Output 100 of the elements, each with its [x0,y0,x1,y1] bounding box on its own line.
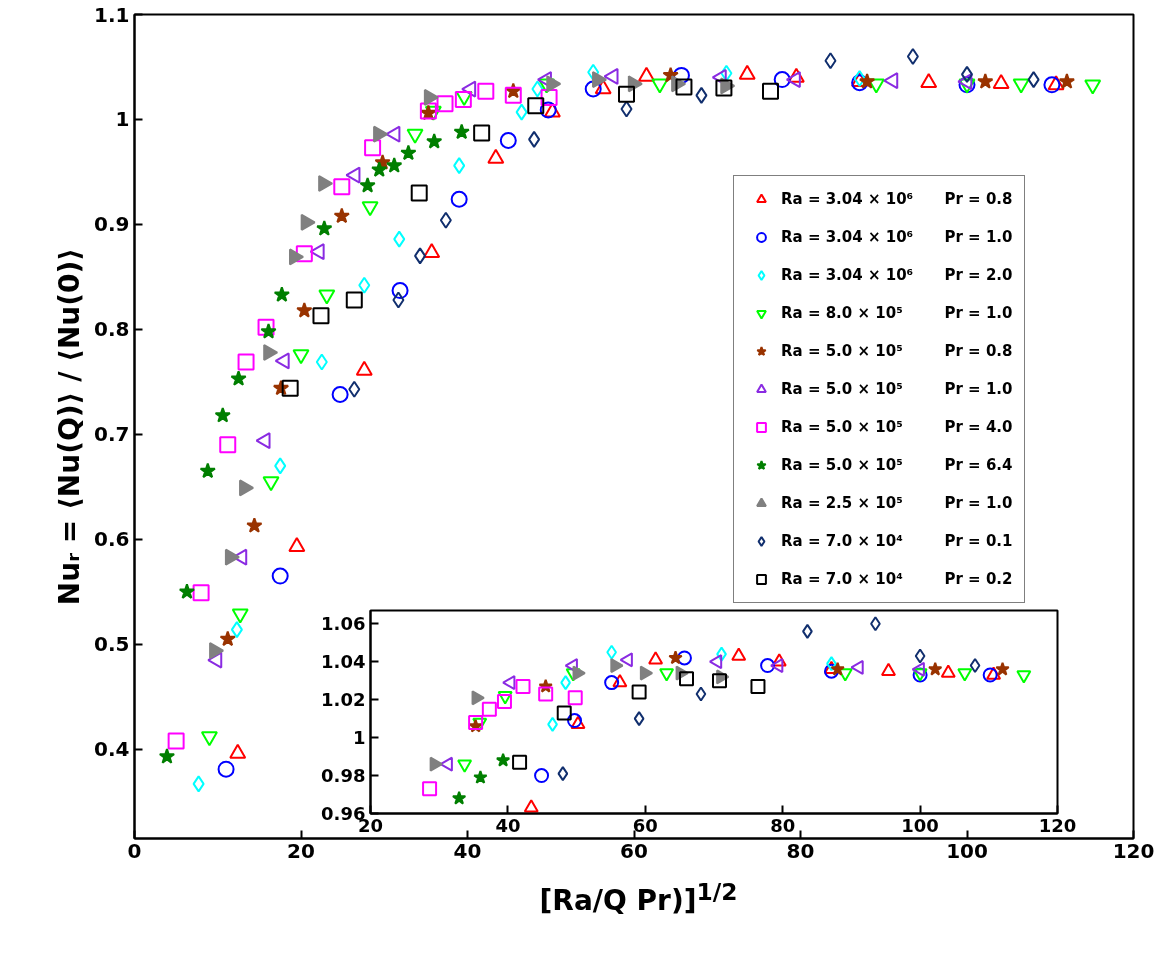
x-tick-label: 80 [770,814,796,836]
point [610,658,624,674]
point [969,658,981,674]
point [386,157,403,173]
point [453,123,470,140]
x-tick-label: 0 [127,838,142,863]
x-tick-label: 40 [495,814,521,836]
point [715,79,733,97]
point [631,684,647,700]
point [315,353,328,371]
point [422,781,438,797]
point [982,667,998,683]
point [296,302,313,318]
y-tick-label: 0.98 [321,765,366,787]
point [436,95,454,113]
point [720,64,733,82]
point [481,701,497,717]
point [167,732,185,750]
point [260,323,277,339]
legend-label: Ra = 5.0 × 10⁵ Pr = 6.4 [781,455,1013,476]
legend-label: Ra = 5.0 × 10⁵ Pr = 0.8 [781,341,1013,362]
point [539,101,557,119]
point [214,406,231,423]
x-tick-label: 120 [1112,838,1155,863]
legend-label: Ra = 3.04 × 10⁶ Pr = 0.8 [781,189,1013,210]
point [364,139,382,157]
point [1027,71,1040,89]
point [274,457,287,475]
point [604,675,620,691]
point [773,71,791,89]
y-tick-label: 0.6 [94,527,130,552]
point [672,66,690,84]
legend-label: Ra = 7.0 × 10⁴ Pr = 0.1 [781,531,1013,552]
y-tick-label: 0.8 [94,317,130,342]
legend-label: Ra = 5.0 × 10⁵ Pr = 4.0 [781,417,1013,438]
point [1016,670,1032,684]
x-tick-label: 100 [946,838,988,863]
y-tick-label: 0.5 [94,632,130,657]
point [538,686,554,702]
point [957,668,973,682]
point [515,103,528,121]
point [345,291,363,309]
point [914,648,926,664]
point [675,78,693,96]
point [192,775,205,793]
x-tick-label: 80 [786,838,815,863]
legend-label: Ra = 5.0 × 10⁵ Pr = 1.0 [781,379,1013,400]
point [679,671,695,687]
point [708,654,723,670]
point [358,276,371,294]
y-tick-label: 0.9 [94,212,130,237]
point [659,668,675,682]
point [192,584,210,602]
point [992,74,1010,90]
point [676,650,692,666]
point [1043,76,1061,94]
point [450,190,468,208]
y-tick-label: 0.4 [94,737,130,762]
point [695,86,708,104]
point [359,177,376,193]
point [230,621,243,639]
point [199,462,216,479]
point [499,131,517,149]
point [883,72,899,90]
y-tick-label: 1.02 [321,689,366,711]
x-tick-label: 40 [453,838,482,863]
point [207,651,223,669]
point [333,178,351,196]
point [515,678,531,694]
point [312,307,330,325]
point [348,380,361,398]
point [219,436,237,454]
point [471,690,485,706]
point [572,665,586,681]
point [540,88,558,106]
point [468,714,484,730]
point [429,756,443,772]
point [426,133,443,149]
point [281,379,299,397]
point [271,567,289,585]
point [502,675,516,691]
point [750,678,766,694]
point [584,80,602,98]
point [594,79,612,95]
point [639,665,654,681]
point [648,651,664,665]
x-tick-label: 60 [632,814,658,836]
x-axis-title: [Ra/Q Pr)]$^{1/2}$ [539,877,738,920]
point [906,47,919,65]
point [528,130,541,148]
x-tick-label: 120 [1038,814,1077,836]
point [911,661,925,677]
point [920,73,938,89]
point [527,97,545,115]
point [414,247,427,265]
point [391,282,409,300]
point [995,661,1010,676]
point [333,207,350,224]
point [158,748,176,764]
point [496,694,512,710]
